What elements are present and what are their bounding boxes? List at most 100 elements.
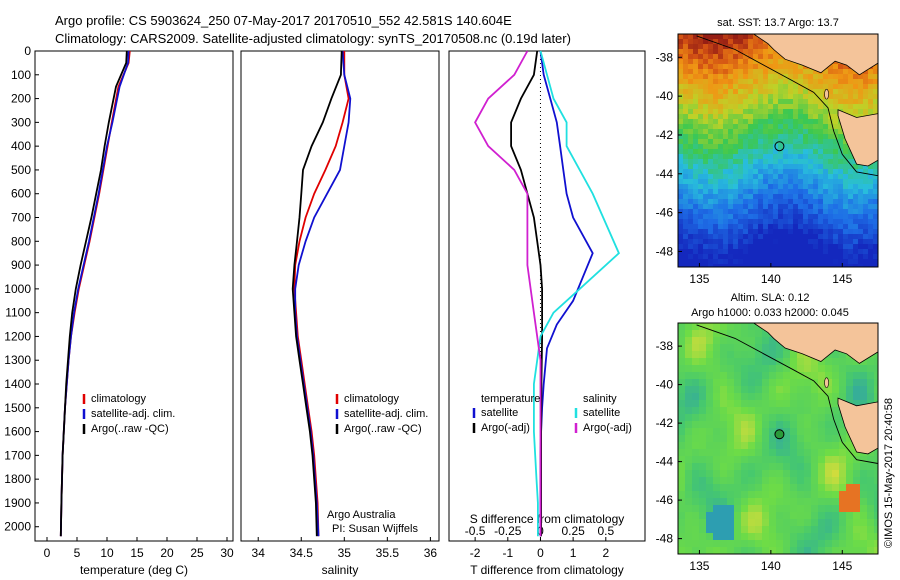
cell	[688, 204, 694, 210]
cell	[741, 358, 749, 366]
cell	[833, 214, 839, 220]
cell	[783, 498, 791, 506]
cell	[818, 129, 824, 135]
cell	[748, 337, 756, 345]
cell	[708, 264, 714, 267]
cell	[753, 44, 759, 50]
header-line-1: Argo profile: CS 5903624_250 07-May-2017…	[55, 13, 512, 28]
cell	[793, 254, 799, 260]
cell	[678, 435, 686, 443]
cell	[733, 194, 739, 200]
cell	[699, 351, 707, 359]
cell	[748, 264, 754, 267]
cell	[868, 194, 874, 200]
cell	[818, 124, 824, 130]
cell	[813, 174, 819, 180]
cell	[678, 199, 684, 205]
cell	[683, 244, 689, 250]
cell	[808, 84, 814, 90]
cell	[848, 249, 854, 255]
cell	[793, 199, 799, 205]
cell	[713, 239, 719, 245]
sla-map-title-1: Altim. SLA: 0.12	[731, 292, 810, 304]
cell	[706, 498, 714, 506]
cell	[783, 421, 791, 429]
cell	[793, 259, 799, 265]
cell	[738, 259, 744, 265]
cell	[693, 259, 699, 265]
cell	[703, 259, 709, 265]
cell	[692, 533, 700, 541]
cell	[823, 204, 829, 210]
cell	[713, 477, 721, 485]
cell	[768, 204, 774, 210]
cell	[868, 184, 874, 190]
cell	[811, 526, 819, 534]
cell	[678, 533, 686, 541]
cell	[868, 204, 874, 210]
cell	[874, 477, 878, 485]
cell	[790, 547, 798, 554]
cell	[839, 456, 847, 464]
cell	[811, 372, 819, 380]
cell	[853, 229, 859, 235]
cell	[734, 351, 742, 359]
cell	[783, 124, 789, 130]
cell	[788, 64, 794, 70]
cell	[683, 39, 689, 45]
cell	[848, 199, 854, 205]
cell	[758, 169, 764, 175]
cell	[688, 159, 694, 165]
cell	[763, 209, 769, 215]
cell	[688, 239, 694, 245]
cell	[753, 104, 759, 110]
cell	[708, 219, 714, 225]
cell	[728, 219, 734, 225]
cell	[758, 184, 764, 190]
cell	[804, 491, 812, 499]
cell	[783, 372, 791, 380]
cell	[838, 264, 844, 267]
cell	[708, 244, 714, 250]
cell	[720, 505, 728, 513]
cell	[768, 179, 774, 185]
cell	[683, 194, 689, 200]
cell	[813, 94, 819, 100]
cell	[743, 69, 749, 75]
cell	[741, 449, 749, 457]
cell	[839, 365, 847, 373]
cell	[818, 244, 824, 250]
cell	[793, 194, 799, 200]
cell	[713, 64, 719, 70]
cell	[734, 372, 742, 380]
cell	[818, 104, 824, 110]
cell	[825, 393, 833, 401]
cell	[748, 533, 756, 541]
cell	[741, 533, 749, 541]
cell	[768, 259, 774, 265]
cell	[839, 498, 847, 506]
cell	[825, 547, 833, 554]
cell	[868, 234, 874, 240]
cell	[808, 109, 814, 115]
cell	[678, 159, 684, 165]
cell	[808, 124, 814, 130]
cell	[797, 428, 805, 436]
cell	[839, 449, 847, 457]
cell	[683, 214, 689, 220]
cell	[811, 393, 819, 401]
cell	[828, 69, 834, 75]
cell	[734, 505, 742, 513]
cell	[734, 365, 742, 373]
y-tick-label: 0	[24, 44, 31, 58]
cell	[853, 204, 859, 210]
cell	[825, 386, 833, 394]
cell	[768, 54, 774, 60]
cell	[693, 214, 699, 220]
cell	[783, 139, 789, 145]
cell	[763, 139, 769, 145]
cell	[846, 470, 854, 478]
cell	[793, 104, 799, 110]
cell	[763, 144, 769, 150]
cell	[769, 547, 777, 554]
